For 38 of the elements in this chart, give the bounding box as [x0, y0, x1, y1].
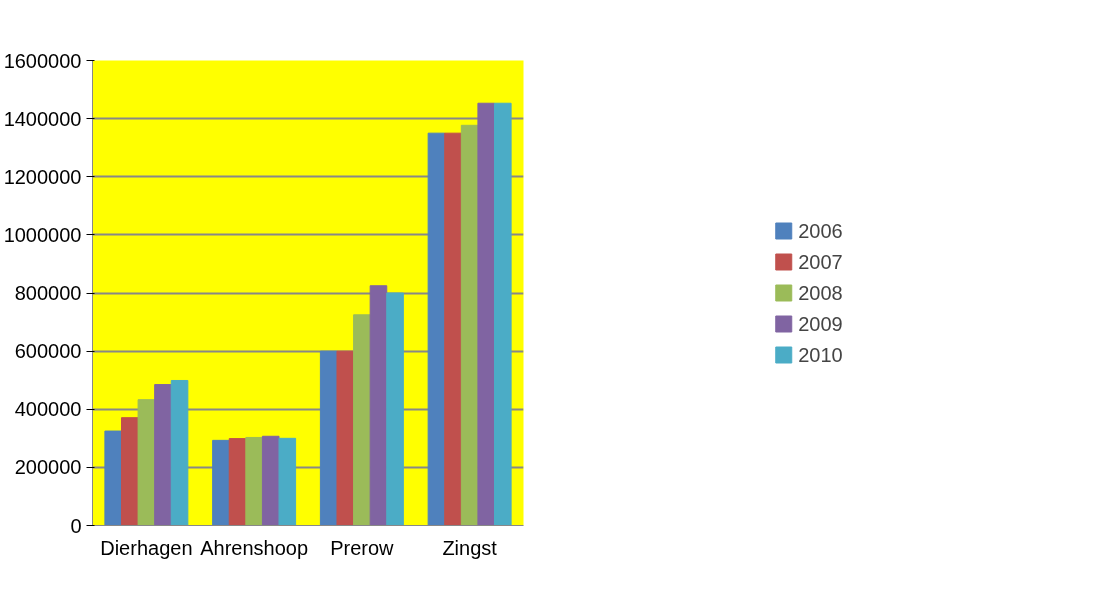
- y-tick-label: 200000: [14, 456, 82, 479]
- bar: [154, 384, 172, 526]
- bar: [444, 132, 462, 526]
- bar: [353, 314, 371, 526]
- legend-label: 2009: [798, 312, 843, 335]
- bar: [245, 436, 263, 526]
- y-tick-label: 1000000: [3, 223, 82, 246]
- x-tick-label: Prerow: [330, 536, 395, 559]
- bar: [212, 439, 230, 526]
- y-tick-label: 0: [70, 514, 82, 537]
- x-tick-label: Ahrenshoop: [200, 536, 309, 559]
- bar: [120, 417, 139, 526]
- y-tick-label: 1200000: [3, 165, 82, 188]
- bar: [336, 350, 355, 526]
- bar: [386, 292, 404, 526]
- bar: [170, 379, 189, 526]
- y-tick-label: 800000: [14, 282, 82, 304]
- y-tick-label: 600000: [14, 340, 82, 363]
- legend-label: 2007: [798, 250, 843, 273]
- y-tick-label: 1400000: [3, 107, 82, 130]
- bar: [477, 102, 496, 526]
- bar: [228, 438, 247, 526]
- bar: [319, 350, 338, 526]
- y-tick-label: 1600000: [3, 49, 82, 72]
- x-tick-label: Zingst: [442, 536, 498, 559]
- bar: [278, 437, 297, 526]
- bar: [460, 124, 479, 526]
- bar: [261, 435, 280, 526]
- bar: [137, 399, 156, 526]
- bar: [494, 102, 512, 526]
- legend-label: 2008: [798, 281, 843, 304]
- bar: [427, 132, 446, 526]
- legend-label: 2006: [798, 219, 843, 242]
- legend-label: 2010: [798, 343, 843, 366]
- bar: [369, 285, 388, 526]
- bar: [104, 430, 122, 526]
- y-tick-label: 400000: [14, 398, 82, 421]
- x-tick-label: Dierhagen: [100, 536, 193, 559]
